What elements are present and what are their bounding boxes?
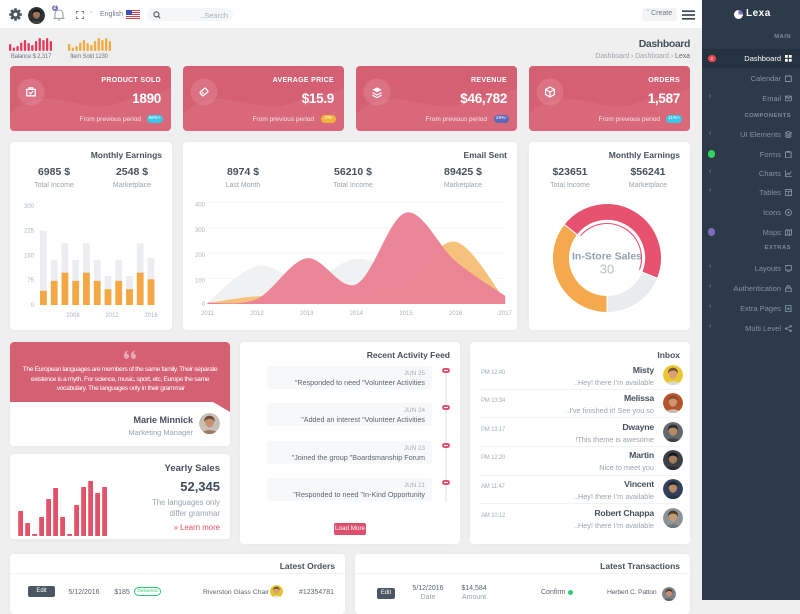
svg-text:30: 30 (600, 262, 614, 277)
svg-text:400: 400 (195, 202, 206, 208)
svg-text:2012: 2012 (105, 313, 119, 319)
svg-text:2014: 2014 (350, 311, 364, 317)
svg-text:2008: 2008 (66, 313, 80, 319)
svg-text:300: 300 (195, 228, 206, 234)
svg-text:2016: 2016 (144, 313, 158, 319)
svg-text:100: 100 (195, 279, 206, 285)
svg-text:2011: 2011 (201, 311, 215, 317)
svg-text:0: 0 (31, 303, 35, 309)
svg-text:75: 75 (27, 278, 34, 284)
svg-text:0: 0 (202, 302, 206, 308)
svg-text:200: 200 (195, 253, 206, 259)
svg-text:2013: 2013 (300, 311, 314, 317)
svg-text:300: 300 (24, 204, 35, 210)
svg-text:2016: 2016 (449, 311, 463, 317)
svg-text:150: 150 (24, 254, 35, 260)
svg-text:2015: 2015 (399, 311, 413, 317)
svg-text:225: 225 (24, 229, 35, 235)
svg-text:2012: 2012 (250, 311, 264, 317)
svg-text:In-Store Sales: In-Store Sales (572, 251, 642, 263)
svg-text:2017: 2017 (499, 311, 513, 317)
